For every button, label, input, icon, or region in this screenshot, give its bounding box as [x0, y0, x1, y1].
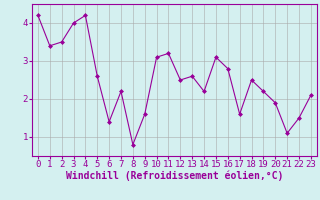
- X-axis label: Windchill (Refroidissement éolien,°C): Windchill (Refroidissement éolien,°C): [66, 171, 283, 181]
